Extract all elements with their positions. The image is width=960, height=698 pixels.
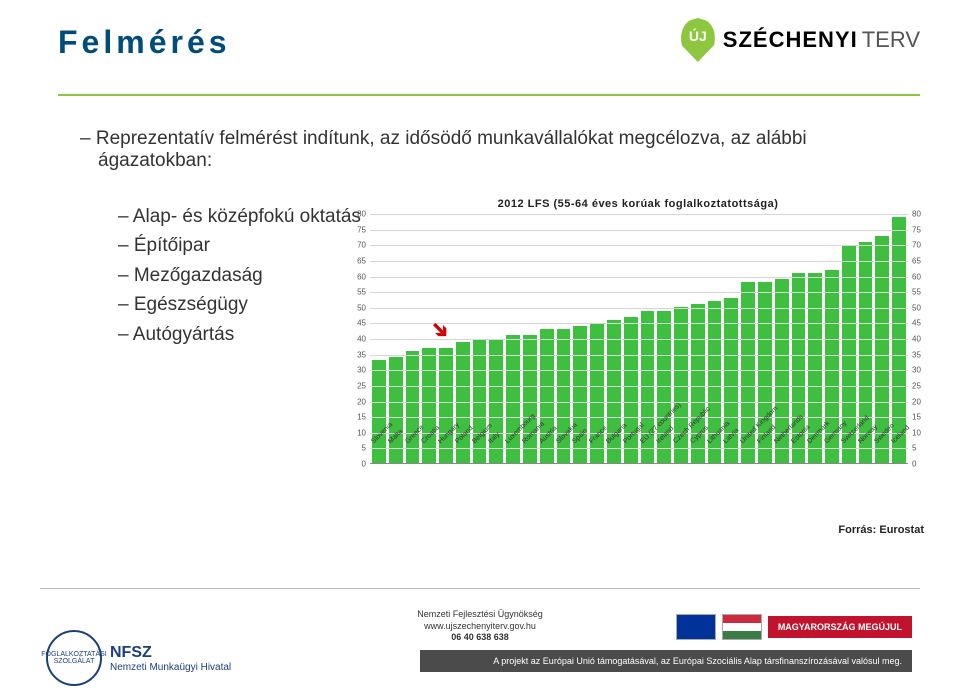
nfsz-abbr: NFSZ	[110, 644, 231, 662]
intro-text: – Reprezentatív felmérést indítunk, az i…	[80, 128, 920, 172]
chart-title: 2012 LFS (55-64 éves korúak foglalkoztat…	[348, 198, 928, 210]
header: Felmérés ÚJ SZÉCHENYITERV	[58, 24, 920, 94]
footer-divider	[40, 588, 920, 589]
hu-flag-icon	[722, 614, 762, 640]
map-pin-icon: ÚJ	[681, 18, 715, 62]
nfsz-badge-icon: FOGLALKOZTATÁSISZOLGÁLAT	[46, 630, 102, 686]
employment-chart: 2012 LFS (55-64 éves korúak foglalkoztat…	[348, 198, 928, 538]
divider	[58, 94, 920, 96]
eu-flag-icon	[676, 614, 716, 640]
renewal-badge: MAGYARORSZÁG MEGÚJUL	[768, 616, 912, 638]
footer: FOGLALKOZTATÁSISZOLGÁLAT NFSZ Nemzeti Mu…	[0, 588, 960, 698]
nfsz-logo: FOGLALKOZTATÁSISZOLGÁLAT NFSZ Nemzeti Mu…	[46, 630, 231, 686]
logo-szechenyi: ÚJ SZÉCHENYITERV	[681, 18, 920, 62]
nfsz-full: Nemzeti Munkaügyi Hivatal	[110, 662, 231, 673]
logo-sub-text: TERV	[862, 27, 920, 52]
footer-center: Nemzeti Fejlesztési Ügynökség www.ujszec…	[417, 609, 543, 644]
logo-main-text: SZÉCHENYI	[723, 27, 858, 52]
chart-source: Forrás: Eurostat	[838, 524, 924, 536]
x-axis-labels: SloveniaMaltaGreeceCroatiaHungaryPolandB…	[370, 450, 908, 504]
footer-note: A projekt az Európai Unió támogatásával,…	[420, 650, 912, 672]
footer-flags: MAGYARORSZÁG MEGÚJUL	[676, 614, 912, 640]
